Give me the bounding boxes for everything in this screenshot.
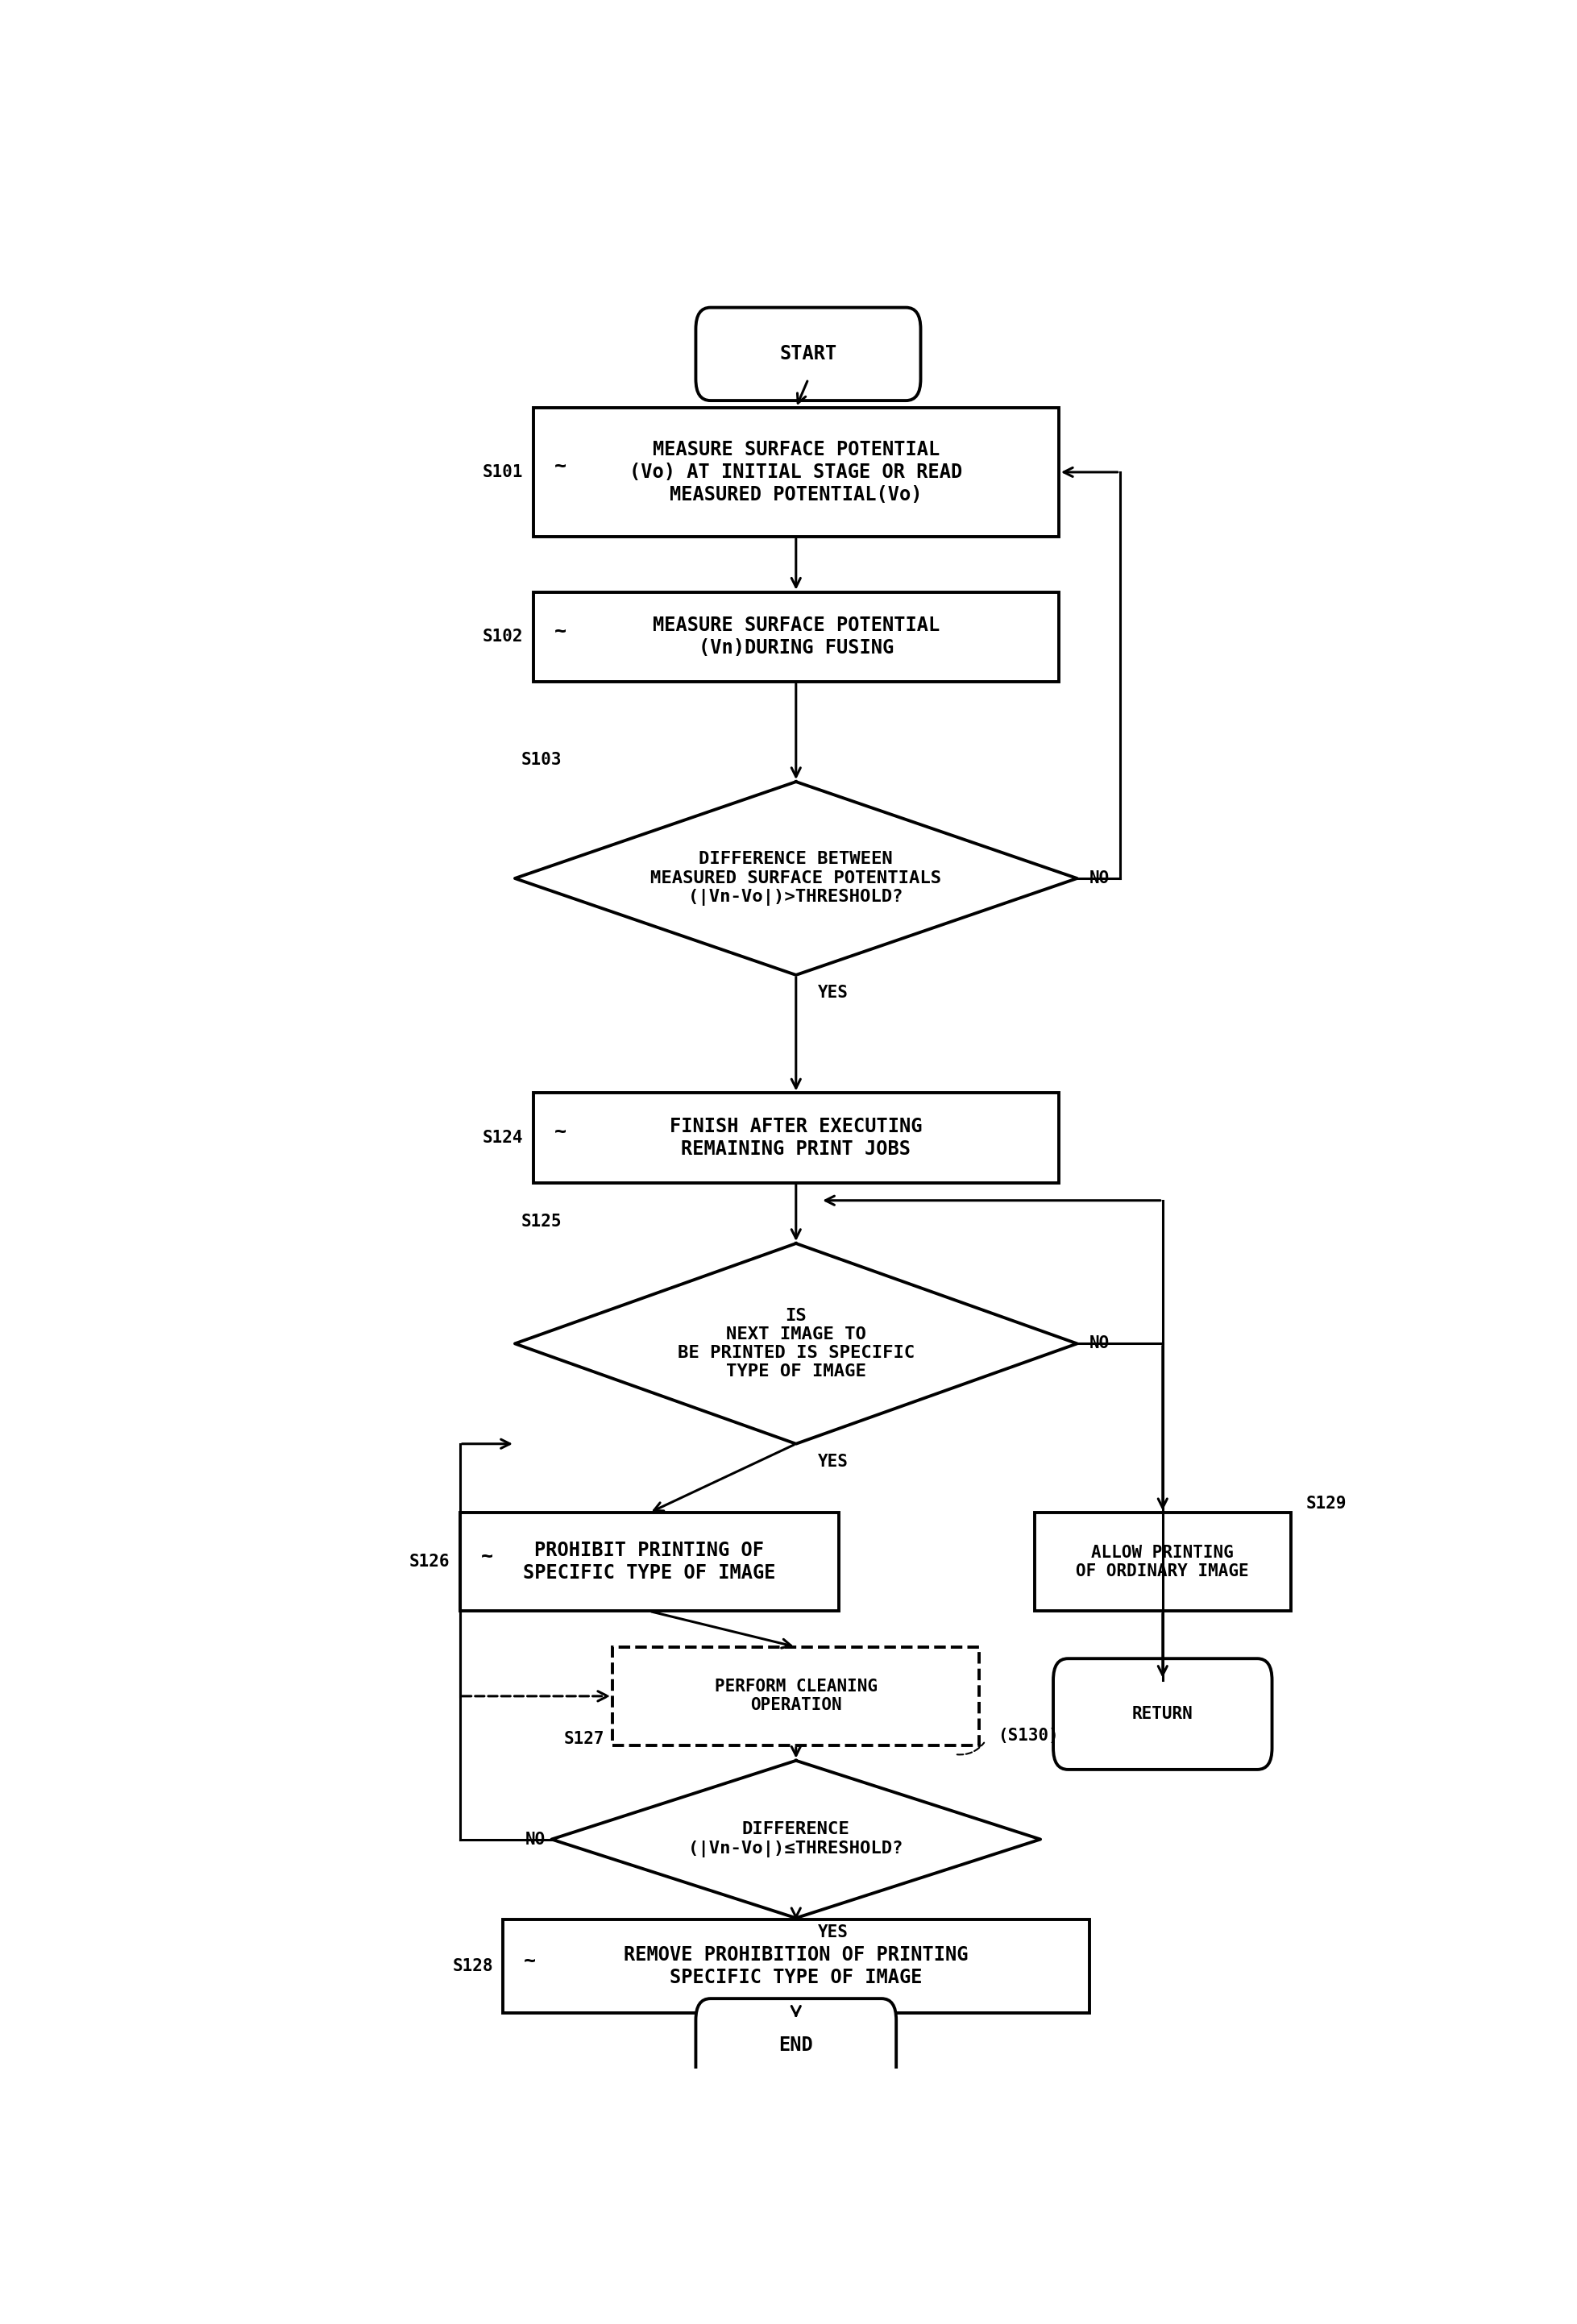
Text: ~: ~ bbox=[554, 458, 566, 476]
Text: S129: S129 bbox=[1306, 1497, 1347, 1513]
Text: S102: S102 bbox=[483, 630, 524, 644]
Bar bbox=[503, 1920, 1090, 2013]
Bar bbox=[533, 1092, 1058, 1183]
Bar bbox=[612, 1648, 979, 1745]
Text: FINISH AFTER EXECUTING
REMAINING PRINT JOBS: FINISH AFTER EXECUTING REMAINING PRINT J… bbox=[670, 1118, 923, 1160]
Bar bbox=[533, 593, 1058, 681]
Text: (S130): (S130) bbox=[998, 1727, 1058, 1743]
Text: S101: S101 bbox=[483, 465, 524, 481]
Text: YES: YES bbox=[818, 1924, 848, 1941]
Text: S127: S127 bbox=[565, 1731, 604, 1748]
Text: S126: S126 bbox=[410, 1555, 449, 1571]
Text: NO: NO bbox=[525, 1831, 546, 1848]
Text: ~: ~ bbox=[554, 1122, 566, 1141]
Bar bbox=[533, 407, 1058, 537]
FancyBboxPatch shape bbox=[695, 307, 921, 400]
Text: RETURN: RETURN bbox=[1132, 1706, 1194, 1722]
Text: MEASURE SURFACE POTENTIAL
(Vn)DURING FUSING: MEASURE SURFACE POTENTIAL (Vn)DURING FUS… bbox=[653, 616, 940, 658]
FancyBboxPatch shape bbox=[695, 1999, 896, 2092]
Polygon shape bbox=[516, 781, 1077, 976]
Polygon shape bbox=[552, 1762, 1041, 1917]
Text: MEASURE SURFACE POTENTIAL
(Vo) AT INITIAL STAGE OR READ
MEASURED POTENTIAL(Vo): MEASURE SURFACE POTENTIAL (Vo) AT INITIA… bbox=[629, 439, 962, 504]
Text: ~: ~ bbox=[524, 1952, 536, 1971]
Text: ~: ~ bbox=[554, 623, 566, 641]
Text: START: START bbox=[779, 344, 837, 365]
Bar bbox=[460, 1513, 839, 1611]
Text: S124: S124 bbox=[483, 1129, 524, 1146]
Text: S125: S125 bbox=[520, 1213, 561, 1229]
Text: YES: YES bbox=[818, 1455, 848, 1469]
Bar bbox=[1035, 1513, 1292, 1611]
Text: ~: ~ bbox=[481, 1548, 492, 1566]
Text: ALLOW PRINTING
OF ORDINARY IMAGE: ALLOW PRINTING OF ORDINARY IMAGE bbox=[1076, 1545, 1249, 1580]
Text: REMOVE PROHIBITION OF PRINTING
SPECIFIC TYPE OF IMAGE: REMOVE PROHIBITION OF PRINTING SPECIFIC … bbox=[624, 1945, 968, 1987]
Text: DIFFERENCE BETWEEN
MEASURED SURFACE POTENTIALS
(|Vn-Vo|)>THRESHOLD?: DIFFERENCE BETWEEN MEASURED SURFACE POTE… bbox=[650, 851, 941, 906]
Text: END: END bbox=[779, 2036, 814, 2054]
Text: PERFORM CLEANING
OPERATION: PERFORM CLEANING OPERATION bbox=[714, 1678, 877, 1713]
Text: IS
NEXT IMAGE TO
BE PRINTED IS SPECIFIC
TYPE OF IMAGE: IS NEXT IMAGE TO BE PRINTED IS SPECIFIC … bbox=[678, 1308, 915, 1380]
Text: S128: S128 bbox=[453, 1959, 494, 1975]
Text: DIFFERENCE
(|Vn-Vo|)≤THRESHOLD?: DIFFERENCE (|Vn-Vo|)≤THRESHOLD? bbox=[688, 1822, 904, 1857]
Text: S103: S103 bbox=[520, 753, 561, 769]
Text: NO: NO bbox=[1090, 1336, 1110, 1353]
Polygon shape bbox=[516, 1243, 1077, 1443]
Text: NO: NO bbox=[1090, 869, 1110, 885]
Text: YES: YES bbox=[818, 985, 848, 1002]
FancyBboxPatch shape bbox=[1053, 1659, 1273, 1769]
Text: PROHIBIT PRINTING OF
SPECIFIC TYPE OF IMAGE: PROHIBIT PRINTING OF SPECIFIC TYPE OF IM… bbox=[524, 1541, 776, 1583]
